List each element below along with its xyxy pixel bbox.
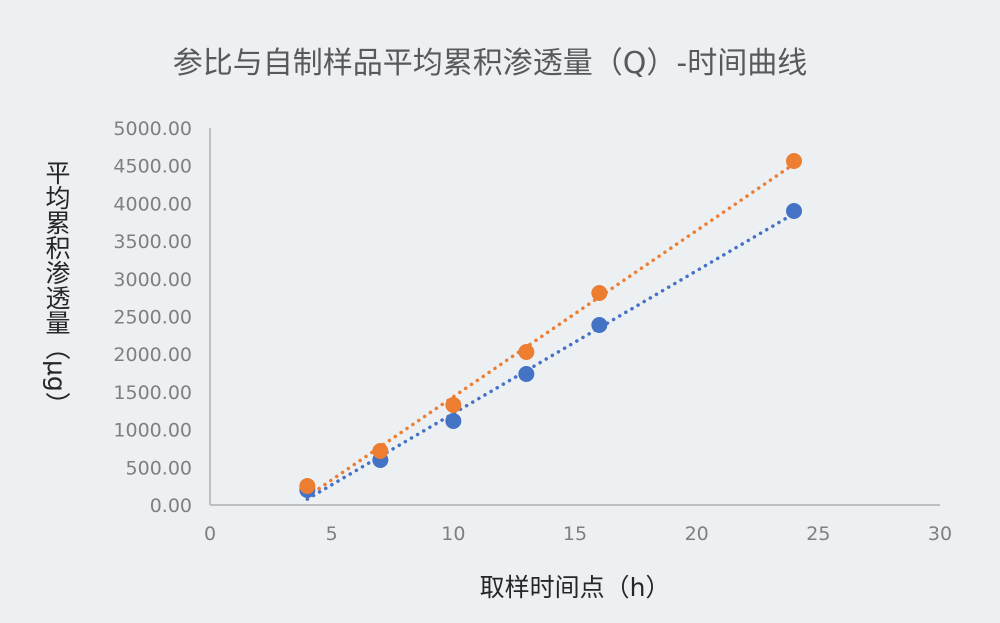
y-tick-label: 0.00 — [150, 495, 192, 517]
trendline-1 — [305, 162, 796, 499]
data-point-1 — [786, 153, 802, 170]
y-tick-label: 4500.00 — [113, 156, 192, 178]
data-point-1 — [518, 344, 535, 361]
y-tick-label: 3500.00 — [113, 231, 192, 253]
data-point-1 — [372, 443, 389, 460]
data-point-0 — [518, 366, 535, 383]
data-point-0 — [591, 317, 608, 334]
y-tick-label: 1000.00 — [113, 420, 192, 442]
data-point-1 — [299, 477, 316, 494]
data-point-0 — [786, 203, 802, 220]
y-tick-label: 4000.00 — [113, 193, 192, 215]
x-tick-label: 0 — [204, 523, 216, 545]
y-tick-label: 5000.00 — [113, 118, 192, 140]
trendline-0 — [305, 211, 796, 501]
y-tick-label: 500.00 — [126, 457, 192, 479]
x-axis-label: 取样时间点（h） — [479, 573, 671, 602]
y-tick-label: 1500.00 — [113, 382, 192, 404]
y-tick-label: 2500.00 — [113, 307, 192, 329]
data-point-1 — [445, 397, 462, 414]
y-axis-label: 平均累积渗透量（μg） — [42, 160, 71, 417]
y-tick-label: 2000.00 — [113, 344, 192, 366]
x-tick-label: 25 — [806, 523, 830, 545]
chart-title: 参比与自制样品平均累积渗透量（Q）-时间曲线 — [172, 46, 808, 81]
x-tick-label: 5 — [326, 523, 338, 545]
x-tick-label: 20 — [685, 523, 709, 545]
data-point-0 — [445, 413, 462, 430]
x-tick-label: 30 — [928, 523, 952, 545]
x-tick-label: 15 — [563, 523, 587, 545]
y-tick-label: 3000.00 — [113, 269, 192, 291]
x-tick-label: 10 — [441, 523, 465, 545]
data-point-1 — [591, 284, 608, 301]
